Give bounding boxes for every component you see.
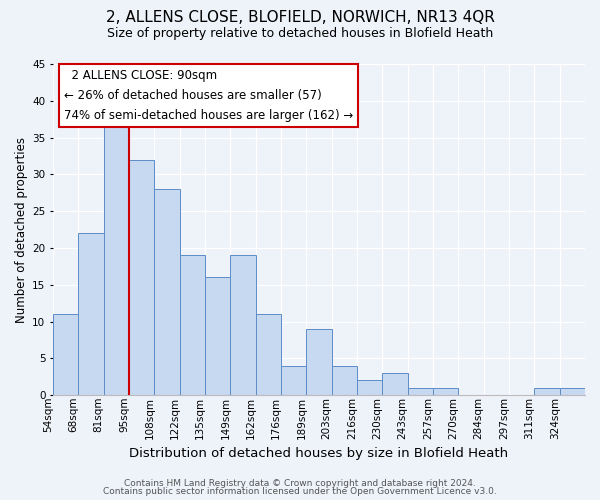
Text: 2 ALLENS CLOSE: 90sqm
← 26% of detached houses are smaller (57)
74% of semi-deta: 2 ALLENS CLOSE: 90sqm ← 26% of detached … xyxy=(64,69,353,122)
Bar xyxy=(205,278,230,395)
Text: 2, ALLENS CLOSE, BLOFIELD, NORWICH, NR13 4QR: 2, ALLENS CLOSE, BLOFIELD, NORWICH, NR13… xyxy=(106,10,494,25)
Bar xyxy=(53,314,79,395)
Bar xyxy=(433,388,458,395)
Bar xyxy=(357,380,382,395)
Text: Size of property relative to detached houses in Blofield Heath: Size of property relative to detached ho… xyxy=(107,28,493,40)
Bar xyxy=(281,366,307,395)
Bar xyxy=(230,256,256,395)
Bar xyxy=(307,329,332,395)
Text: Contains HM Land Registry data © Crown copyright and database right 2024.: Contains HM Land Registry data © Crown c… xyxy=(124,478,476,488)
Bar xyxy=(560,388,585,395)
Bar xyxy=(154,189,180,395)
Bar xyxy=(332,366,357,395)
Bar xyxy=(129,160,154,395)
Text: Contains public sector information licensed under the Open Government Licence v3: Contains public sector information licen… xyxy=(103,487,497,496)
X-axis label: Distribution of detached houses by size in Blofield Heath: Distribution of detached houses by size … xyxy=(130,447,509,460)
Bar xyxy=(104,123,129,395)
Bar xyxy=(382,373,407,395)
Bar xyxy=(407,388,433,395)
Bar xyxy=(535,388,560,395)
Y-axis label: Number of detached properties: Number of detached properties xyxy=(15,136,28,322)
Bar xyxy=(79,234,104,395)
Bar xyxy=(256,314,281,395)
Bar xyxy=(180,256,205,395)
